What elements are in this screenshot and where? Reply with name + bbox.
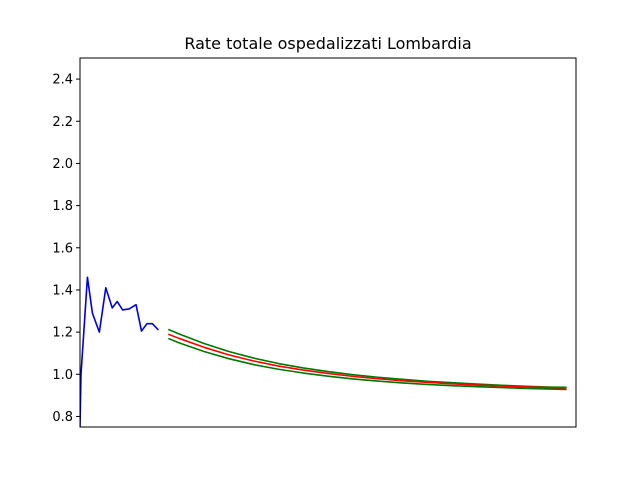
y-tick-label: 0.8 (52, 410, 73, 425)
series-line-lower-bound (167, 337, 567, 391)
y-tick-label: 1.4 (52, 283, 73, 298)
y-tick-label: 1.0 (52, 368, 73, 383)
y-tick-label: 1.6 (52, 241, 73, 256)
series-line-observed (80, 276, 159, 427)
series-line-upper-bound (167, 328, 567, 389)
y-tick-label: 1.2 (52, 326, 73, 341)
y-axis: 0.8 1.0 1.2 1.4 1.6 1.8 2.0 2.2 2.4 (52, 73, 80, 425)
chart-title: Rate totale ospedalizzati Lombardia (184, 34, 471, 53)
y-tick-label: 2.2 (52, 115, 73, 130)
y-tick-label: 1.8 (52, 199, 73, 214)
y-tick-label: 2.0 (52, 157, 73, 172)
series-line-forecast (168, 333, 567, 389)
plot-frame (79, 57, 577, 428)
series-layer (80, 276, 567, 427)
y-tick-label: 2.4 (52, 73, 73, 88)
